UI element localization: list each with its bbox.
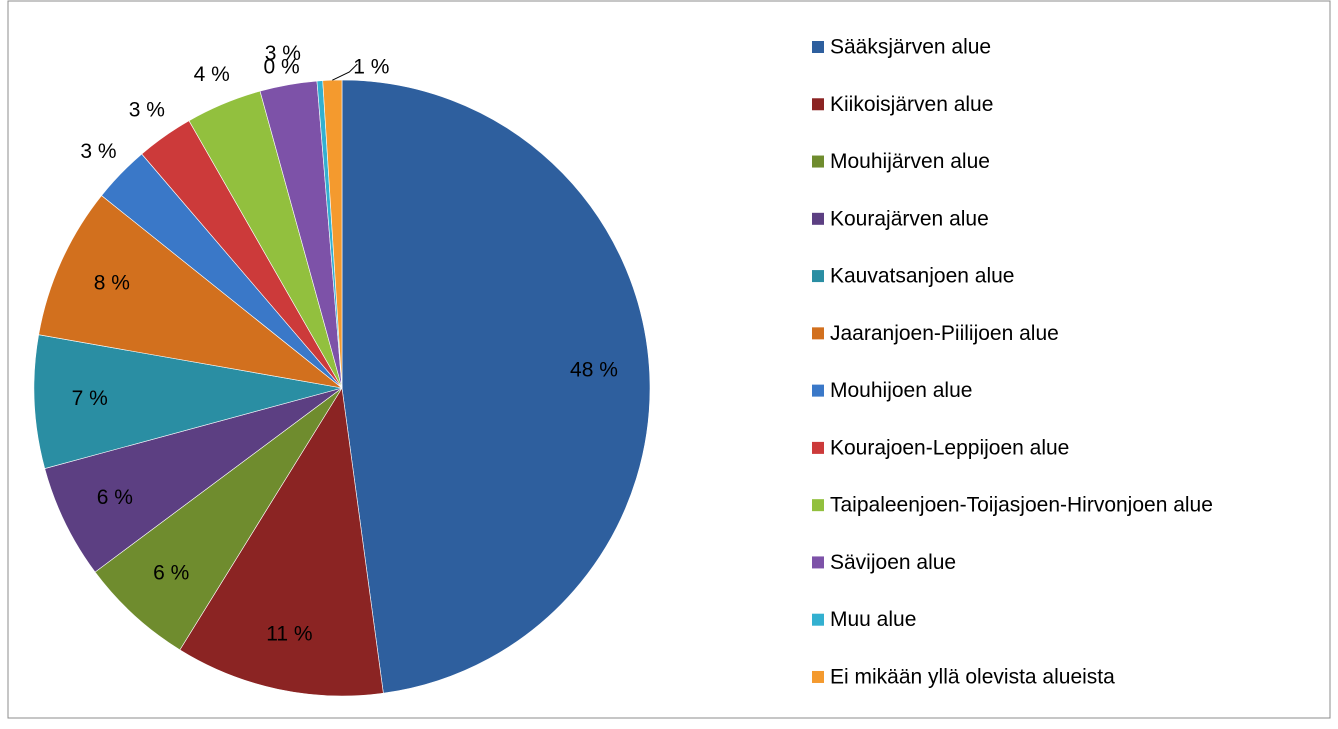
pie-slice bbox=[341, 79, 651, 694]
legend-swatch bbox=[812, 155, 824, 168]
data-label: 3 % bbox=[129, 99, 165, 122]
data-label: 1 % bbox=[353, 56, 389, 79]
legend-swatch bbox=[812, 670, 824, 683]
legend-swatch bbox=[812, 499, 824, 512]
legend-swatch bbox=[812, 556, 824, 569]
legend-label: Jaaranjoen-Piilijoen alue bbox=[830, 322, 1059, 345]
legend-label: Taipaleenjoen-Toijasjoen-Hirvonjoen alue bbox=[830, 494, 1213, 517]
data-label: 6 % bbox=[153, 562, 189, 585]
legend-label: Kourajoen-Leppijoen alue bbox=[830, 436, 1069, 459]
legend-swatch bbox=[812, 270, 824, 283]
legend-swatch bbox=[812, 212, 824, 225]
legend-swatch bbox=[812, 327, 824, 340]
data-label: 4 % bbox=[194, 63, 230, 86]
legend-swatch bbox=[812, 613, 824, 626]
legend-label: Muu alue bbox=[830, 608, 916, 631]
data-label: 11 % bbox=[266, 623, 312, 646]
legend-swatch bbox=[812, 41, 824, 53]
pie-slice bbox=[38, 195, 343, 389]
pie-slice bbox=[33, 334, 343, 469]
legend-label: Kauvatsanjoen alue bbox=[830, 265, 1014, 288]
legend-swatch bbox=[812, 384, 824, 397]
data-label: 48 % bbox=[570, 359, 618, 382]
legend-label: Ei mikään yllä olevista alueista bbox=[830, 666, 1115, 689]
data-label: 0 % bbox=[264, 56, 300, 79]
legend-label: Sävijoen alue bbox=[830, 551, 956, 574]
legend-label: Kiikoisjärven alue bbox=[830, 93, 993, 116]
leader-line bbox=[332, 63, 358, 81]
data-label: 3 % bbox=[80, 140, 116, 163]
legend-swatch bbox=[812, 98, 824, 111]
legend-label: Mouhijärven alue bbox=[830, 150, 990, 173]
legend-swatch bbox=[812, 441, 824, 454]
pie-slice bbox=[322, 79, 343, 389]
data-label: 6 % bbox=[97, 486, 133, 509]
data-label: 8 % bbox=[94, 272, 130, 295]
legend-label: Kourajärven alue bbox=[830, 207, 989, 230]
data-label: 7 % bbox=[72, 387, 108, 410]
pie-slice bbox=[179, 387, 384, 697]
legend-label: Sääksjärven alue bbox=[830, 36, 991, 59]
data-label: 3 % bbox=[265, 42, 301, 65]
legend-label: Mouhijoen alue bbox=[830, 379, 972, 402]
